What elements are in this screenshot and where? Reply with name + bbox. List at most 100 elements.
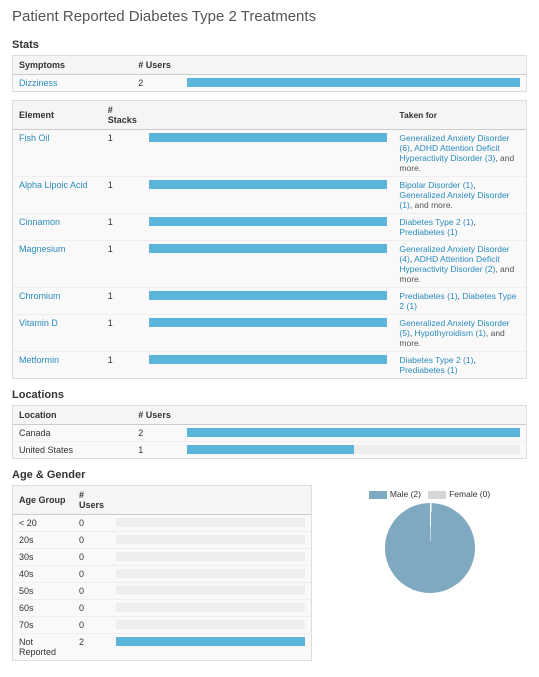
taken-for-cell: Diabetes Type 2 (1), Prediabetes (1) [393,352,526,379]
element-link[interactable]: Fish Oil [19,133,50,143]
taken-for-cell: Generalized Anxiety Disorder (6), ADHD A… [393,130,526,177]
element-link[interactable]: Metformin [19,355,59,365]
count-cell: 0 [73,617,110,634]
count-cell: 0 [73,532,110,549]
count-cell: 0 [73,549,110,566]
location-name: United States [13,442,132,459]
bar-cell [110,634,311,661]
age-group-name: 60s [13,600,73,617]
bar-cell [143,130,394,177]
elements-panel: Element # Stacks Taken for Fish Oil1Gene… [12,100,527,379]
count-cell: 0 [73,515,110,532]
more-text: , and more. [410,200,453,210]
symptom-link[interactable]: Dizziness [19,78,58,88]
locations-table: Location # Users Canada2United States1 [13,406,526,458]
locations-col-name: Location [13,406,132,425]
locations-heading: Locations [12,389,527,401]
bar-cell [110,600,311,617]
taken-for-cell: Generalized Anxiety Disorder (4), ADHD A… [393,241,526,288]
age-group-name: 50s [13,583,73,600]
count-cell: 1 [102,315,143,352]
element-link[interactable]: Vitamin D [19,318,58,328]
age-group-name: < 20 [13,515,73,532]
locations-col-bar [181,406,526,425]
location-name: Canada [13,425,132,442]
table-row: 20s0 [13,532,311,549]
count-cell: 2 [132,425,181,442]
gender-legend: Male (2) Female (0) [369,489,490,499]
symptoms-panel: Symptoms # Users Dizziness2 [12,55,527,92]
taken-for-link[interactable]: ADHD Attention Deficit Hyperactivity Dis… [399,143,499,163]
bar-cell [143,214,394,241]
table-row: Magnesium 1 Generalized Anxiety Disorder (… [13,241,526,288]
elements-col-stacks: # Stacks [102,101,143,130]
female-legend-label: Female (0) [449,489,490,499]
taken-for-link[interactable]: Bipolar Disorder (1) [399,180,473,190]
table-row: 60s0 [13,600,311,617]
bar-cell [110,617,311,634]
female-swatch [428,491,446,499]
taken-for-link[interactable]: Diabetes Type 2 (1) [399,217,473,227]
symptoms-col-bar [181,56,526,75]
taken-for-link[interactable]: Prediabetes (1) [399,227,457,237]
count-cell: 0 [73,566,110,583]
bar-cell [110,566,311,583]
symptoms-table: Symptoms # Users Dizziness2 [13,56,526,91]
table-row: Canada2 [13,425,526,442]
bar-cell [110,583,311,600]
table-row: United States1 [13,442,526,459]
taken-for-link[interactable]: Hypothyroidism (1) [415,328,486,338]
gender-chart: Male (2) Female (0) [332,485,527,593]
elements-col-taken: Taken for [393,101,526,130]
table-row: Alpha Lipoic Acid 1 Bipolar Disorder (1) , … [13,177,526,214]
count-cell: 1 [102,214,143,241]
age-group-name: 40s [13,566,73,583]
table-row: 50s0 [13,583,311,600]
male-legend-label: Male (2) [390,489,421,499]
count-cell: 2 [73,634,110,661]
element-link[interactable]: Magnesium [19,244,66,254]
count-cell: 1 [102,177,143,214]
bar-cell [110,549,311,566]
page-title: Patient Reported Diabetes Type 2 Treatme… [12,8,527,25]
bar-cell [181,75,526,92]
count-cell: 1 [102,130,143,177]
count-cell: 1 [102,241,143,288]
taken-for-cell: Diabetes Type 2 (1), Prediabetes (1) [393,214,526,241]
age-gender-heading: Age & Gender [12,469,527,481]
age-group-name: 20s [13,532,73,549]
bar-cell [143,288,394,315]
table-row: Metformin1Diabetes Type 2 (1), Prediabet… [13,352,526,379]
taken-for-link[interactable]: Diabetes Type 2 (1) [399,355,473,365]
taken-for-link[interactable]: ADHD Attention Deficit Hyperactivity Dis… [399,254,499,274]
element-link[interactable]: Cinnamon [19,217,60,227]
bar-cell [143,352,394,379]
table-row: Chromium1Prediabetes (1), Diabetes Type … [13,288,526,315]
bar-cell [110,515,311,532]
age-group-name: 70s [13,617,73,634]
table-row: Vitamin D 1 Generalized Anxiety Disorder (… [13,315,526,352]
taken-for-cell: Generalized Anxiety Disorder (5), Hypoth… [393,315,526,352]
bar-cell [143,241,394,288]
table-row: Dizziness2 [13,75,526,92]
table-row: 70s0 [13,617,311,634]
table-row: 40s0 [13,566,311,583]
bar-cell [143,177,394,214]
table-row: 30s0 [13,549,311,566]
locations-col-users: # Users [132,406,181,425]
bar-cell [110,532,311,549]
symptoms-col-name: Symptoms [13,56,132,75]
taken-for-link[interactable]: Prediabetes (1) [399,365,457,375]
taken-for-cell: Prediabetes (1), Diabetes Type 2 (1) [393,288,526,315]
age-panel: Age Group # Users < 20020s030s040s050s06… [12,485,312,661]
table-row: Fish Oil 1 Generalized Anxiety Disorder (6… [13,130,526,177]
age-col-bar [110,486,311,515]
age-col-users: # Users [73,486,110,515]
bar-cell [181,442,526,459]
element-link[interactable]: Chromium [19,291,61,301]
element-link[interactable]: Alpha Lipoic Acid [19,180,88,190]
age-group-name: Not Reported [13,634,73,661]
taken-for-link[interactable]: Prediabetes (1) [399,291,457,301]
bar-cell [143,315,394,352]
table-row: < 200 [13,515,311,532]
